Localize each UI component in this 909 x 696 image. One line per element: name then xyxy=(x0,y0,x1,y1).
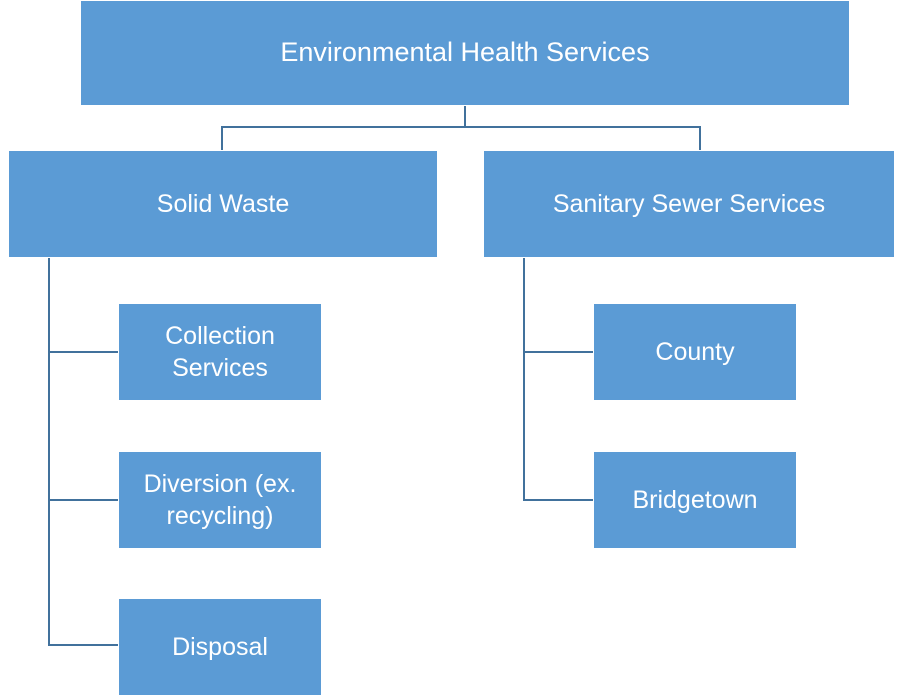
root-node: Environmental Health Services xyxy=(80,0,850,106)
branch-node: Solid Waste xyxy=(8,150,438,258)
leaf-node: Disposal xyxy=(118,598,322,696)
branch-node: Sanitary Sewer Services xyxy=(483,150,895,258)
leaf-node: Diversion (ex. recycling) xyxy=(118,451,322,549)
leaf-node: Bridgetown xyxy=(593,451,797,549)
leaf-node: County xyxy=(593,303,797,401)
connector xyxy=(48,258,118,646)
connector xyxy=(221,126,701,150)
connector xyxy=(523,258,593,501)
leaf-node: Collection Services xyxy=(118,303,322,401)
